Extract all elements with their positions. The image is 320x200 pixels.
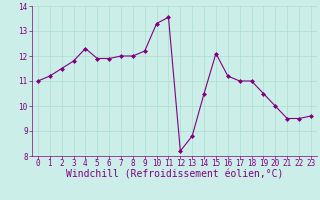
X-axis label: Windchill (Refroidissement éolien,°C): Windchill (Refroidissement éolien,°C)	[66, 169, 283, 179]
